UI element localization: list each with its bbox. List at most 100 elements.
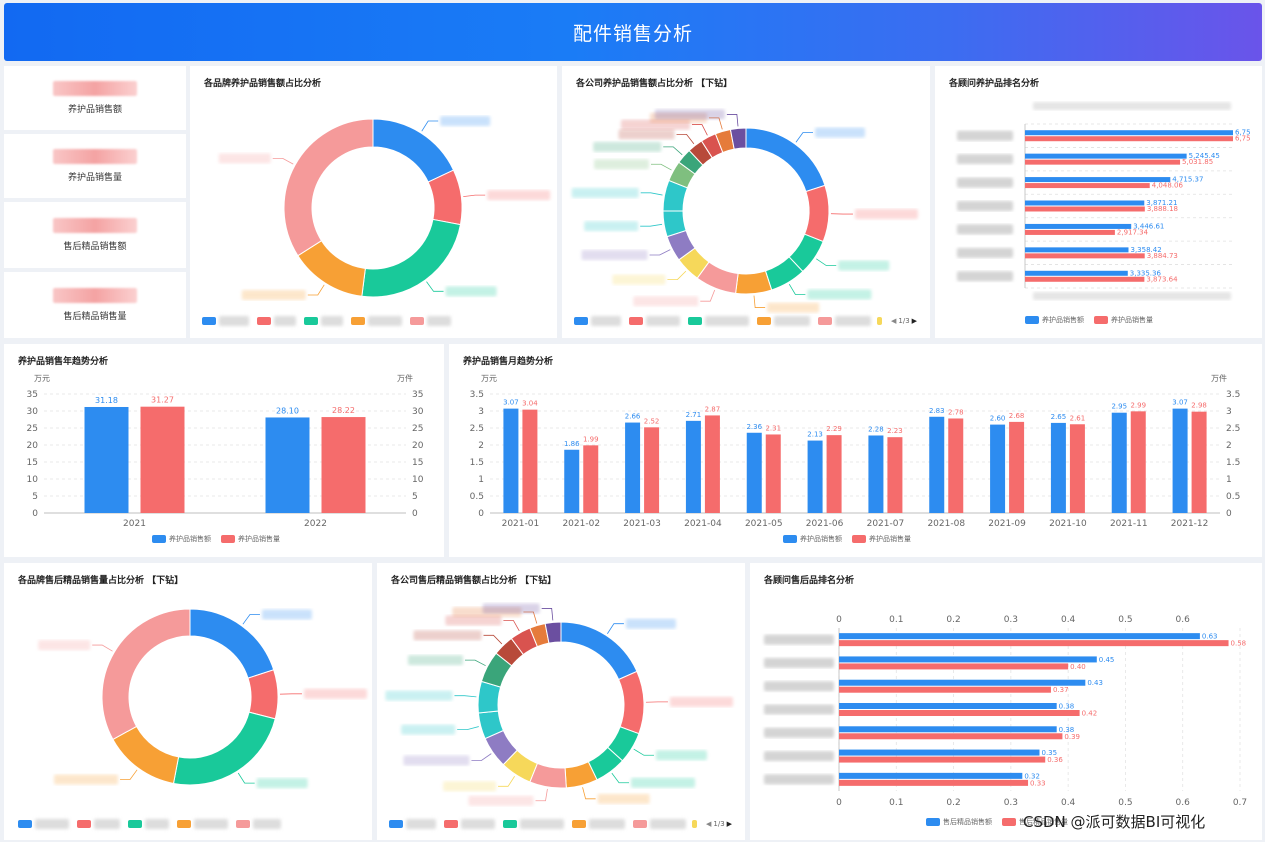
- horizontal-bar-chart[interactable]: 6,756,75 5,245.455,031.85 4,715.374,048.06…: [935, 66, 1262, 338]
- bar: [807, 440, 823, 513]
- kpi-card-care-sales-amount: 养护品销售额: [4, 66, 186, 130]
- bar-value-label: 3.07: [1172, 399, 1188, 407]
- slice-label-blurred: [440, 116, 491, 127]
- bar: [583, 445, 599, 513]
- advisor-name-blurred: [764, 681, 834, 692]
- slice-label-blurred: [443, 781, 497, 792]
- slice-label-blurred: [407, 655, 463, 666]
- slice-label-line: [611, 772, 630, 784]
- y2-tick-label: 1: [1226, 475, 1232, 485]
- bar: [1025, 206, 1145, 212]
- slice-label-line: [503, 620, 520, 632]
- chart-legend[interactable]: [202, 316, 451, 326]
- x-tick-label: 0.1: [889, 798, 903, 808]
- bar: [839, 640, 1229, 647]
- slice-label-line: [663, 146, 683, 156]
- pager-prev-icon[interactable]: ◀: [706, 820, 712, 828]
- slice-label-line: [307, 284, 325, 296]
- advisor-name-blurred: [957, 224, 1013, 235]
- chart-legend[interactable]: [18, 819, 281, 829]
- bar-value-label: 2.83: [929, 407, 945, 415]
- left-axis-unit: 万元: [481, 374, 497, 383]
- bar-value-label: 31.27: [151, 396, 174, 405]
- pager-next-icon[interactable]: ▶: [911, 317, 918, 325]
- slice-label-blurred: [413, 630, 482, 641]
- x-tick-label: 2022: [304, 519, 327, 529]
- slice-label-blurred: [593, 141, 662, 152]
- x-top-tick-label: 0.6: [1176, 615, 1191, 625]
- advisor-name-blurred: [957, 201, 1013, 211]
- chart-legend[interactable]: ◀ 1/3 ▶: [389, 819, 732, 829]
- donut-chart[interactable]: [190, 66, 557, 338]
- bar: [839, 772, 1023, 779]
- slice-label-blurred: [303, 688, 367, 699]
- chart-legend[interactable]: ◀ 1/3 ▶: [574, 316, 917, 326]
- donut-chart[interactable]: [562, 66, 930, 338]
- bar-value-label: 2.99: [1130, 401, 1146, 409]
- bar-value-label: 6,75: [1235, 129, 1251, 137]
- y-tick-label: 15: [27, 458, 38, 468]
- bar: [625, 422, 641, 513]
- x-top-tick-label: 0: [836, 615, 842, 625]
- bar-value-label: 28.22: [332, 406, 355, 415]
- slice-label-blurred: [618, 129, 675, 140]
- slice-label-blurred: [815, 127, 866, 138]
- top-axis-blurred: [1033, 102, 1231, 110]
- slice-label-line: [582, 787, 596, 800]
- horizontal-bar-chart[interactable]: 0 0.1 0.2 0.3 0.4 0.5 0.6 0.7 0 0.1 0.2 0.3 0.4 0.5 0.…: [750, 563, 1262, 840]
- pie-slice: [729, 127, 747, 150]
- y-tick-label: 2.5: [470, 424, 484, 434]
- pager-prev-icon[interactable]: ◀: [891, 317, 897, 325]
- bar-value-label: 2.68: [1009, 412, 1025, 420]
- y-tick-label: 3.5: [470, 390, 484, 400]
- bar-value-label: 2.60: [990, 415, 1006, 423]
- chart-legend[interactable]: 养护品销售额 养护品销售量: [783, 534, 911, 544]
- pager-next-icon[interactable]: ▶: [726, 820, 733, 828]
- kpi-label: 售后精品销售额: [63, 242, 127, 252]
- bar-value-label: 0.32: [1024, 772, 1040, 780]
- y2-tick-label: 0: [1226, 509, 1232, 519]
- slice-label-line: [607, 623, 624, 634]
- bar-value-label: 2.95: [1111, 403, 1127, 411]
- bar-chart[interactable]: 0 0 5 5 10 10 15 15 20 20 25 25 30 30 35 35 2021 31.18 31.…: [4, 344, 444, 557]
- bar-chart[interactable]: 0 0 0.5 0.5 1 1 1.5 1.5 2 2 2.5 2.5 3 3 3.5 3.5 2021-01 3…: [449, 344, 1262, 557]
- slice-label-line: [457, 726, 479, 731]
- y-tick-label: 3: [478, 407, 484, 417]
- pie-slice: [101, 608, 191, 741]
- slice-label-blurred: [385, 690, 453, 701]
- pie-slice: [735, 270, 773, 295]
- bar-value-label: 0.43: [1087, 679, 1103, 687]
- slice-label-line: [816, 258, 837, 266]
- donut-chart[interactable]: [4, 563, 372, 840]
- slice-label-line: [535, 788, 548, 802]
- x-tick-label: 2021-03: [623, 519, 661, 529]
- legend-label: 售后精品销售额: [943, 818, 992, 826]
- chart-legend[interactable]: 售后精品销售额 售后精品销售量: [926, 817, 1068, 827]
- slice-label-blurred: [633, 296, 699, 307]
- donut-chart[interactable]: [377, 563, 745, 840]
- y2-tick-label: 5: [412, 492, 418, 502]
- bar: [929, 416, 945, 513]
- bar-value-label: 3,446.61: [1133, 222, 1164, 230]
- bar: [1025, 229, 1115, 235]
- kpi-label: 售后精品销售量: [63, 312, 127, 322]
- bar: [685, 420, 701, 513]
- bar-value-label: 0.58: [1231, 640, 1247, 648]
- bar-value-label: 5,245.45: [1189, 152, 1220, 160]
- pie-slice: [283, 118, 374, 257]
- bar-value-label: 4,715.37: [1172, 176, 1203, 184]
- chart-legend[interactable]: 养护品销售额 养护品销售量: [1025, 315, 1153, 325]
- legend-label: 养护品销售量: [1111, 316, 1153, 324]
- chart-legend[interactable]: 养护品销售额 养护品销售量: [152, 534, 280, 544]
- slice-label-blurred: [669, 696, 733, 707]
- slice-label-line: [463, 194, 486, 197]
- bar-value-label: 3,884.73: [1147, 252, 1178, 260]
- advisor-name-blurred: [957, 177, 1013, 188]
- bar-value-label: 2.13: [807, 431, 823, 439]
- bar: [1025, 247, 1129, 253]
- bar-value-label: 3,335.36: [1130, 269, 1162, 277]
- slice-label-line: [667, 270, 687, 280]
- pie-slice: [560, 621, 638, 681]
- x-tick-label: 2021-08: [927, 519, 965, 529]
- bar-value-label: 2.23: [887, 427, 903, 435]
